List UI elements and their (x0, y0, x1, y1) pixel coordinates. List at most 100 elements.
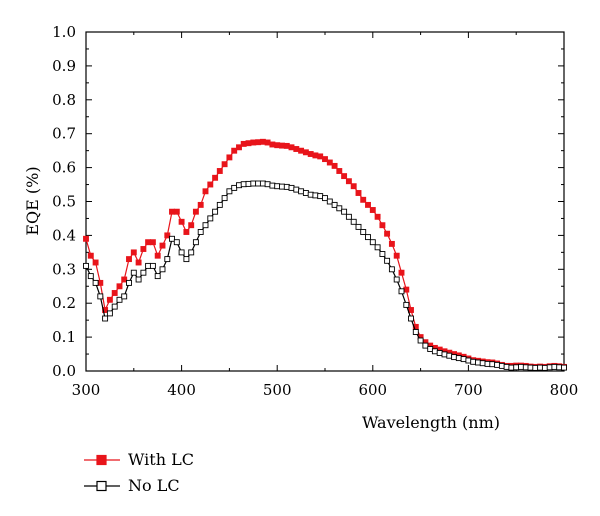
data-point-no-lc (331, 201, 338, 208)
data-point-no-lc (412, 329, 419, 335)
data-point-no-lc (221, 195, 228, 202)
data-point-no-lc (288, 184, 295, 191)
data-point-no-lc (92, 279, 99, 286)
data-point-no-lc (226, 188, 233, 195)
data-point-no-lc (513, 364, 520, 371)
data-point-with-lc (226, 154, 233, 161)
data-point-no-lc (255, 180, 262, 187)
data-point-no-lc (417, 337, 424, 344)
data-point-no-lc (121, 293, 128, 300)
data-point-with-lc (116, 283, 123, 290)
data-point-no-lc (97, 293, 104, 300)
data-point-with-lc (279, 142, 285, 149)
data-point-with-lc (322, 156, 328, 163)
data-point-no-lc (207, 215, 214, 222)
data-point-with-lc (317, 153, 324, 160)
data-point-no-lc (341, 208, 348, 215)
data-point-with-lc (183, 229, 190, 235)
data-point-no-lc (522, 364, 529, 371)
data-point-with-lc (102, 307, 109, 313)
legend-item-no-lc: No LC (84, 476, 180, 495)
data-point-no-lc (460, 356, 467, 363)
data-point-with-lc (350, 183, 357, 190)
data-point-no-lc (83, 262, 89, 269)
data-point-no-lc (240, 181, 247, 188)
data-point-no-lc (250, 180, 257, 187)
data-point-with-lc (140, 246, 147, 252)
data-point-no-lc (431, 348, 438, 355)
data-point-no-lc (546, 364, 553, 371)
data-point-no-lc (140, 269, 147, 276)
data-point-no-lc (126, 279, 132, 286)
data-point-no-lc (360, 229, 367, 235)
data-point-no-lc (212, 208, 219, 215)
data-point-with-lc (192, 208, 199, 215)
data-point-no-lc (197, 229, 204, 235)
data-point-no-lc (345, 213, 352, 220)
data-point-no-lc (532, 364, 539, 371)
series-no-lc (83, 180, 567, 371)
data-point-no-lc (551, 363, 558, 370)
legend-label-no-lc: No LC (128, 476, 180, 495)
data-point-no-lc (479, 360, 486, 367)
data-point-with-lc (336, 168, 343, 174)
data-point-no-lc (365, 234, 371, 241)
data-point-no-lc (388, 266, 395, 273)
data-point-with-lc (130, 249, 137, 256)
legend: With LC No LC (84, 450, 194, 495)
data-point-with-lc (259, 138, 266, 145)
data-point-with-lc (379, 222, 386, 229)
data-point-no-lc (264, 181, 271, 188)
data-point-no-lc (283, 183, 290, 190)
data-point-with-lc (216, 168, 223, 174)
data-point-no-lc (484, 360, 491, 367)
data-point-no-lc (494, 361, 501, 368)
data-point-no-lc (259, 180, 266, 187)
data-point-with-lc (274, 142, 281, 149)
data-point-with-lc (145, 239, 152, 246)
data-point-no-lc (398, 288, 405, 295)
data-point-with-lc (135, 259, 142, 266)
data-point-with-lc (384, 230, 391, 237)
y-tick-label: 0.9 (52, 57, 76, 75)
data-point-no-lc (403, 301, 410, 308)
data-point-with-lc (221, 161, 228, 168)
data-point-with-lc (403, 286, 410, 293)
data-point-with-lc (106, 296, 113, 303)
data-point-no-lc (393, 276, 400, 283)
data-point-no-lc (379, 251, 386, 257)
data-point-no-lc (159, 266, 166, 273)
data-point-with-lc (164, 232, 171, 239)
data-point-with-lc (374, 213, 381, 220)
data-point-with-lc (283, 142, 290, 149)
data-point-with-lc (388, 240, 395, 247)
data-point-no-lc (135, 276, 142, 283)
data-point-no-lc (498, 362, 505, 369)
data-point-with-lc (83, 235, 89, 242)
data-point-with-lc (121, 276, 128, 283)
data-point-no-lc (470, 358, 477, 365)
data-point-no-lc (202, 222, 209, 229)
data-point-with-lc (236, 144, 242, 151)
data-point-no-lc (298, 188, 305, 195)
data-point-with-lc (202, 188, 209, 195)
x-tick-label: 500 (263, 381, 292, 399)
legend-marker-no-lc (96, 480, 107, 492)
data-point-with-lc (92, 259, 99, 266)
data-point-no-lc (336, 205, 343, 212)
data-point-with-lc (302, 149, 309, 156)
data-point-with-lc (341, 173, 348, 180)
y-tick-label: 0.0 (52, 362, 76, 380)
data-point-no-lc (169, 235, 175, 242)
data-point-no-lc (436, 350, 443, 356)
data-point-with-lc (250, 139, 257, 146)
data-point-with-lc (126, 256, 132, 263)
data-point-no-lc (231, 184, 238, 191)
data-point-with-lc (345, 178, 352, 185)
data-point-no-lc (149, 262, 156, 269)
data-point-with-lc (231, 147, 238, 154)
plot-frame (85, 31, 565, 372)
data-point-no-lc (384, 257, 391, 264)
